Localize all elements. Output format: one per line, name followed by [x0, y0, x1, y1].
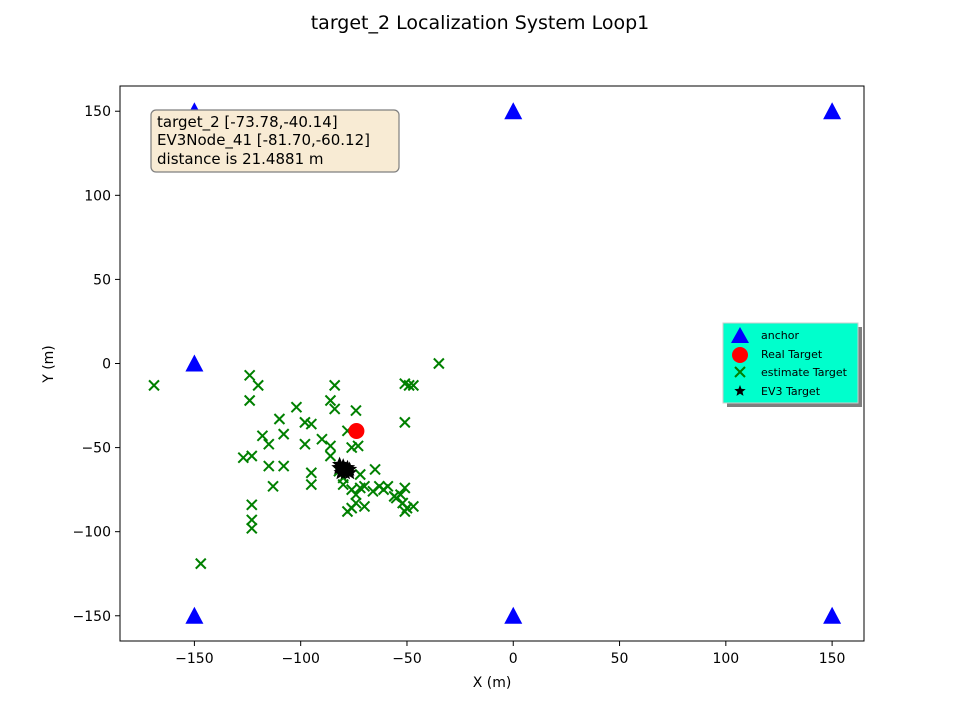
estimate-point	[246, 450, 258, 462]
y-axis: 150 100 50 0 −50 −100 −150	[73, 104, 120, 625]
y-tick-label: −150	[73, 609, 111, 625]
y-tick-label: 100	[84, 188, 111, 204]
chart-title: target_2 Localization System Loop1	[311, 12, 650, 34]
legend-real-label: Real Target	[761, 348, 823, 361]
real-target-series	[348, 423, 365, 440]
estimate-point	[256, 430, 269, 442]
x-tick-label: −50	[392, 651, 422, 667]
estimate-point	[243, 394, 256, 407]
estimate-point	[352, 440, 364, 452]
estimate-point	[148, 379, 160, 392]
x-tick-label: 50	[611, 651, 629, 667]
estimate-point	[328, 379, 341, 392]
anchor-point	[823, 102, 842, 120]
legend-box	[722, 322, 859, 404]
estimate-point	[350, 497, 362, 509]
estimate-point	[273, 413, 286, 425]
annotation-line-1: target_2 [-73.78,-40.14]	[157, 113, 338, 132]
estimate-point	[358, 500, 371, 513]
annotation-line-3: distance is 21.4881 m	[157, 150, 324, 168]
estimate-point	[252, 379, 264, 392]
legend-anchor-label: anchor	[761, 329, 799, 342]
legend: anchor Real Target estimate Target EV3 T…	[722, 322, 862, 407]
legend-real-marker	[732, 347, 748, 363]
estimate-point	[403, 379, 415, 392]
estimate-point	[324, 440, 337, 452]
estimate-point	[328, 403, 341, 415]
estimate-point	[243, 369, 256, 381]
estimate-point	[299, 438, 311, 450]
estimate-point	[305, 418, 318, 430]
y-tick-label: 150	[84, 104, 111, 120]
legend-ev3-marker	[734, 385, 746, 396]
legend-estimate-marker	[734, 366, 746, 378]
estimate-point	[195, 557, 207, 570]
x-tick-label: 0	[509, 651, 518, 667]
anchor-point	[504, 606, 523, 624]
y-tick-label: −50	[81, 441, 111, 457]
estimate-point	[324, 450, 337, 462]
estimate-point	[337, 478, 349, 491]
estimate-point	[399, 482, 411, 494]
estimate-point	[358, 480, 371, 492]
estimate-series	[148, 357, 445, 570]
estimate-point	[407, 500, 420, 513]
y-tick-label: 0	[102, 357, 111, 373]
estimate-point	[305, 467, 318, 479]
ev3-point	[342, 464, 358, 480]
estimate-point	[369, 463, 381, 476]
y-tick-label: 50	[93, 272, 111, 288]
info-annotation: target_2 [-73.78,-40.14] EV3Node_41 [-81…	[150, 109, 400, 173]
estimate-point	[407, 379, 420, 392]
estimate-point	[350, 404, 362, 417]
estimate-point	[277, 460, 290, 472]
estimate-point	[324, 394, 337, 407]
x-axis: −150 −100 −50 0 50 100 150	[175, 641, 845, 667]
x-tick-label: 100	[712, 651, 739, 667]
legend-anchor-marker	[731, 327, 749, 343]
legend-ev3-label: EV3 Target	[761, 385, 821, 398]
estimate-point	[277, 428, 290, 440]
estimate-point	[433, 357, 445, 370]
estimate-point	[263, 460, 275, 472]
anchor-point	[185, 354, 204, 372]
estimate-point	[382, 480, 394, 492]
estimate-point	[237, 451, 249, 464]
x-tick-label: −100	[281, 651, 319, 667]
estimate-point	[397, 497, 409, 509]
legend-estimate-label: estimate Target	[761, 366, 848, 379]
anchor-point	[504, 102, 523, 120]
ev3-point	[337, 461, 353, 476]
estimate-point	[399, 505, 411, 518]
estimate-point	[246, 522, 258, 535]
estimate-point	[263, 438, 275, 450]
y-tick-label: −100	[73, 525, 111, 541]
y-axis-label: Y (m)	[41, 345, 57, 384]
estimate-point	[305, 478, 318, 491]
anchor-point	[185, 606, 204, 624]
x-tick-label: 150	[819, 651, 846, 667]
anchor-point	[823, 606, 842, 624]
estimate-point	[350, 488, 362, 501]
estimate-point	[316, 433, 328, 445]
annotation-line-2: EV3Node_41 [-81.70,-60.12]	[157, 131, 370, 150]
x-tick-label: −150	[175, 651, 213, 667]
estimate-point	[394, 488, 407, 501]
estimate-point	[354, 468, 366, 481]
estimate-point	[246, 499, 258, 511]
ev3-series	[331, 456, 358, 480]
estimate-point	[290, 401, 303, 413]
estimate-point	[399, 416, 411, 429]
x-axis-label: X (m)	[473, 675, 512, 691]
real-target-point	[348, 423, 365, 440]
estimate-point	[267, 480, 279, 492]
estimate-point	[246, 514, 258, 526]
annotation-box	[150, 109, 400, 173]
